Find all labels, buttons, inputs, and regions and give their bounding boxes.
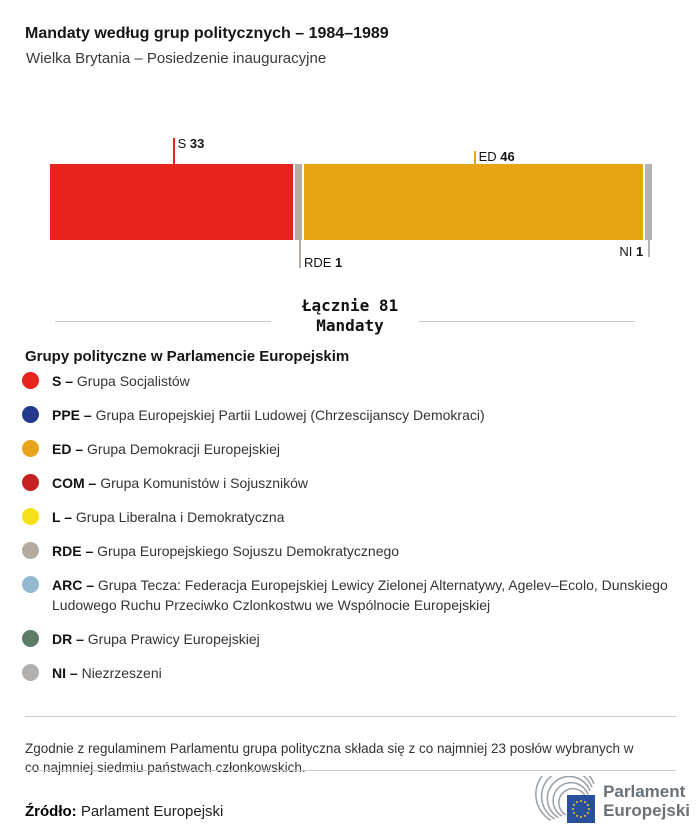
- source-value: Parlament Europejski: [80, 803, 224, 820]
- legend-color-dot-icon: [22, 440, 39, 457]
- legend-item-COM: COM – Grupa Komunistów i Sojuszników: [22, 473, 674, 493]
- legend-item-NI: NI – Niezrzeszeni: [22, 663, 674, 683]
- legend-color-dot-icon: [22, 630, 39, 647]
- bar-track: [50, 164, 652, 240]
- page-subtitle: Wielka Brytania – Posiedzenie inauguracy…: [26, 50, 327, 67]
- legend-color-dot-icon: [22, 406, 39, 423]
- legend-item-label: ED – Grupa Demokracji Europejskiej: [52, 441, 280, 457]
- legend-item-RDE: RDE – Grupa Europejskiego Sojuszu Demokr…: [22, 541, 674, 561]
- legend-item-label: DR – Grupa Prawicy Europejskiej: [52, 631, 260, 647]
- legend-color-dot-icon: [22, 372, 39, 389]
- bar-label-text-ED: ED 46: [478, 149, 515, 164]
- legend-color-dot-icon: [22, 664, 39, 681]
- eu-flag-icon: [567, 795, 596, 823]
- legend-item-label: RDE – Grupa Europejskiego Sojuszu Demokr…: [52, 543, 400, 559]
- legend-color-dot-icon: [22, 576, 39, 593]
- legend-item-label: NI – Niezrzeszeni: [52, 665, 162, 681]
- bar-segment-ED: [304, 164, 643, 240]
- legend: S – Grupa Socjalistów PPE – Grupa Europe…: [22, 371, 674, 697]
- bar-label-text-S: S 33: [177, 136, 205, 151]
- bar-label-tick-S: [172, 138, 175, 164]
- bar-segment-S: [50, 164, 293, 240]
- legend-item-ED: ED – Grupa Demokracji Europejskiej: [22, 439, 674, 459]
- logo-line2: Europejski: [603, 801, 690, 820]
- bar-label-text-RDE: RDE 1: [303, 255, 343, 270]
- legend-item-label: ARC – Grupa Tecza: Federacja Europejskie…: [52, 577, 668, 613]
- european-parliament-logo: Parlament Europejski: [532, 776, 690, 826]
- legend-heading: Grupy polityczne w Parlamencie Europejsk…: [25, 348, 350, 366]
- bar-label-text-NI: NI 1: [619, 244, 644, 259]
- chart-total: Łącznie 81 Mandaty: [0, 296, 700, 336]
- bar-label-tick-NI: [648, 240, 651, 257]
- legend-item-label: L – Grupa Liberalna i Demokratyczna: [52, 509, 285, 525]
- divider-top: [25, 716, 676, 717]
- total-rule-right: [419, 321, 635, 322]
- legend-item-S: S – Grupa Socjalistów: [22, 371, 674, 391]
- page-title: Mandaty według grup politycznych – 1984–…: [25, 24, 389, 42]
- legend-item-DR: DR – Grupa Prawicy Europejskiej: [22, 629, 674, 649]
- legend-item-label: PPE – Grupa Europejskiej Partii Ludowej …: [52, 407, 485, 423]
- chart-total-line2: Mandaty: [316, 316, 384, 335]
- source-line: Źródło: Parlament Europejski: [25, 803, 223, 820]
- legend-item-ARC: ARC – Grupa Tecza: Federacja Europejskie…: [22, 575, 674, 615]
- legend-color-dot-icon: [22, 508, 39, 525]
- bar-segment-NI: [644, 164, 652, 240]
- bar-label-tick-ED: [473, 151, 476, 164]
- source-label: Źródło:: [25, 803, 77, 820]
- legend-color-dot-icon: [22, 542, 39, 559]
- bar-label-tick-RDE: [298, 240, 301, 268]
- total-rule-left: [55, 321, 271, 322]
- legend-color-dot-icon: [22, 474, 39, 491]
- legend-item-PPE: PPE – Grupa Europejskiej Partii Ludowej …: [22, 405, 674, 425]
- logo-line1: Parlament: [603, 782, 686, 801]
- legend-item-label: COM – Grupa Komunistów i Sojuszników: [52, 475, 308, 491]
- divider-bottom: [25, 770, 676, 771]
- legend-item-label: S – Grupa Socjalistów: [52, 373, 190, 389]
- legend-item-L: L – Grupa Liberalna i Demokratyczna: [22, 507, 674, 527]
- logo-wordmark: Parlament Europejski: [603, 782, 690, 820]
- bar-segment-RDE: [294, 164, 303, 240]
- stacked-bar-chart: S 33 RDE 1 ED 46 NI 1: [50, 136, 652, 270]
- chart-total-line1: Łącznie 81: [301, 296, 399, 315]
- parliament-hemicycle-icon: [535, 776, 596, 823]
